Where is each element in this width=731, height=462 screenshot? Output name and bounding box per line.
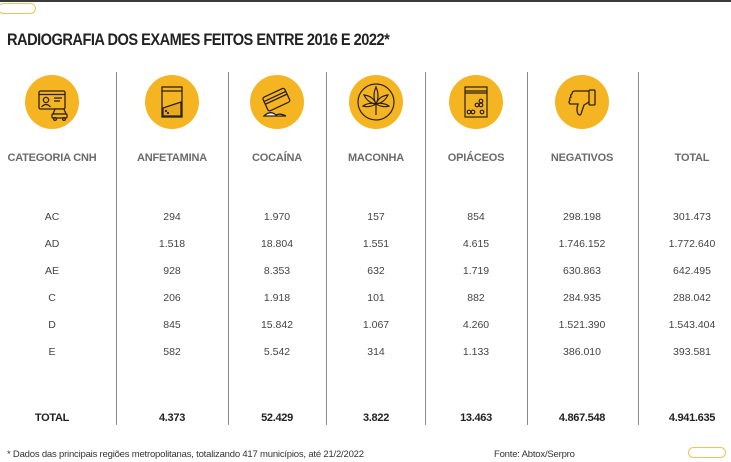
total-label: TOTAL xyxy=(34,412,70,424)
pill-bag-icon-glyph xyxy=(464,86,488,118)
table-cell: 294 xyxy=(163,211,181,223)
table-cell: 1.551 xyxy=(362,238,390,250)
thumbs-down-icon-glyph xyxy=(568,89,596,116)
column-header: NEGATIVOS xyxy=(550,152,614,164)
column-header: ANFETAMINA xyxy=(137,152,207,164)
table-cell: 632 xyxy=(367,265,385,277)
powder-bag-icon-glyph xyxy=(161,86,183,118)
table-cell: 1.133 xyxy=(462,346,490,358)
table-cell: 8.353 xyxy=(263,265,291,277)
decorative-pill-bottom-right xyxy=(688,447,726,458)
cannabis-leaf-icon xyxy=(349,75,403,129)
driver-license-car-icon-glyph xyxy=(38,90,68,122)
table-cell: 4.260 xyxy=(462,319,490,331)
table-cell: 1.918 xyxy=(263,292,291,304)
table-cell: 1.518 xyxy=(158,238,186,250)
table-cell: 15.842 xyxy=(260,319,294,331)
table-cell: 101 xyxy=(367,292,385,304)
total-value: 3.822 xyxy=(362,412,390,424)
decorative-pill-top-left xyxy=(0,3,36,14)
card-powder-icon xyxy=(250,75,304,129)
total-value: 4.867.548 xyxy=(558,412,606,424)
table-cell: 206 xyxy=(163,292,181,304)
table-cell: 4.615 xyxy=(462,238,490,250)
page-title: RADIOGRAFIA DOS EXAMES FEITOS ENTRE 2016… xyxy=(7,30,390,49)
column-header: TOTAL xyxy=(674,152,710,164)
table-cell: 5.542 xyxy=(263,346,291,358)
row-category: D xyxy=(48,319,56,331)
column-header: OPIÁCEOS xyxy=(447,152,505,164)
table-cell: 18.804 xyxy=(260,238,294,250)
pill-bag-icon xyxy=(449,75,503,129)
row-category: AC xyxy=(44,211,60,223)
table-cell: 301.473 xyxy=(673,211,711,223)
table-cell: 1.772.640 xyxy=(668,238,716,250)
column-divider xyxy=(638,72,639,425)
column-divider xyxy=(116,72,117,425)
table-cell: 1.719 xyxy=(462,265,490,277)
table-cell: 928 xyxy=(163,265,181,277)
table-cell: 288.042 xyxy=(673,292,711,304)
table-cell: 1.746.152 xyxy=(558,238,606,250)
source-credit: Fonte: Abtox/Serpro xyxy=(494,449,575,460)
total-value: 52.429 xyxy=(261,412,293,424)
row-category: C xyxy=(48,292,56,304)
table-cell: 854 xyxy=(467,211,485,223)
table-cell: 314 xyxy=(367,346,385,358)
column-header: CATEGORIA CNH xyxy=(7,152,97,164)
total-value: 4.373 xyxy=(158,412,186,424)
table-cell: 630.863 xyxy=(563,265,601,277)
column-divider xyxy=(326,72,327,425)
thumbs-down-icon xyxy=(555,75,609,129)
row-category: AD xyxy=(44,238,60,250)
column-divider xyxy=(527,72,528,425)
table-cell: 1.521.390 xyxy=(558,319,606,331)
top-border xyxy=(0,0,731,2)
table-cell: 157 xyxy=(367,211,385,223)
total-value: 4.941.635 xyxy=(668,412,716,424)
table-cell: 393.581 xyxy=(673,346,711,358)
table-cell: 882 xyxy=(467,292,485,304)
table-cell: 386.010 xyxy=(563,346,601,358)
row-category: AE xyxy=(44,265,59,277)
table-cell: 845 xyxy=(163,319,181,331)
driver-license-car-icon xyxy=(25,75,79,129)
column-header: COCAÍNA xyxy=(252,152,302,164)
column-header: MACONHA xyxy=(347,152,405,164)
cannabis-leaf-icon-glyph xyxy=(357,83,395,121)
table-cell: 1.067 xyxy=(362,319,390,331)
table-cell: 284.935 xyxy=(563,292,601,304)
column-divider xyxy=(425,72,426,425)
row-category: E xyxy=(48,346,56,358)
table-cell: 1.970 xyxy=(263,211,291,223)
powder-bag-icon xyxy=(145,75,199,129)
column-divider xyxy=(228,72,229,425)
card-powder-icon-glyph xyxy=(262,87,291,117)
table-cell: 1.543.404 xyxy=(668,319,716,331)
total-value: 13.463 xyxy=(460,412,492,424)
table-cell: 642.495 xyxy=(673,265,711,277)
table-cell: 298.198 xyxy=(563,211,601,223)
footnote: * Dados das principais regiões metropoli… xyxy=(7,449,364,460)
table-cell: 582 xyxy=(163,346,181,358)
